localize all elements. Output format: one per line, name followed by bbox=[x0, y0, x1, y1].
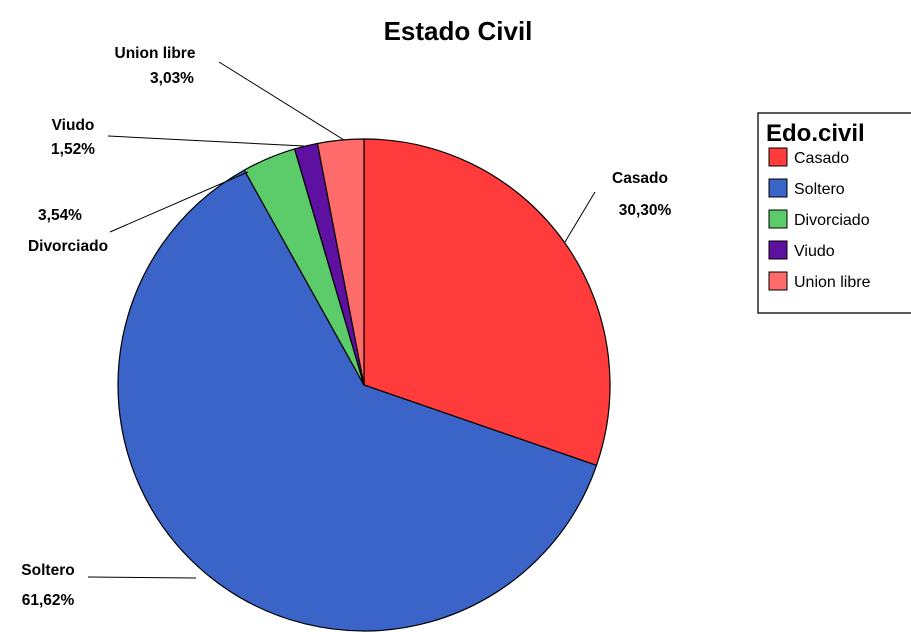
legend-swatch-divorciado bbox=[768, 209, 788, 229]
legend-swatch-union-libre bbox=[768, 271, 788, 291]
legend-label-casado: Casado bbox=[794, 150, 849, 167]
pie-slices bbox=[117, 138, 611, 632]
slice-percent-label-soltero: 61,62% bbox=[22, 592, 75, 609]
leader-line-casado bbox=[564, 191, 596, 243]
slice-percent-label-union-libre: 3,03% bbox=[150, 70, 194, 87]
leader-lines bbox=[87, 61, 596, 579]
slice-percent-label-casado: 30,30% bbox=[619, 202, 672, 219]
chart-title: Estado Civil bbox=[384, 16, 533, 46]
legend-swatch-viudo bbox=[768, 240, 788, 260]
slice-percent-label-viudo: 1,52% bbox=[51, 141, 95, 158]
slice-percent-label-divorciado: 3,54% bbox=[38, 207, 82, 224]
pie-slice-soltero bbox=[117, 169, 598, 632]
slice-name-label-casado: Casado bbox=[612, 170, 668, 187]
leader-line-soltero bbox=[87, 576, 197, 579]
slice-name-label-divorciado: Divorciado bbox=[28, 238, 108, 255]
leader-line-union-libre bbox=[218, 61, 345, 141]
legend-label-union-libre: Union libre bbox=[794, 274, 871, 291]
slice-name-label-viudo: Viudo bbox=[52, 117, 95, 134]
pie-slice-union-libre bbox=[316, 138, 365, 386]
legend: Edo.civil Casado Soltero Divorciado Viudo Un… bbox=[757, 112, 911, 314]
slice-name-label-soltero: Soltero bbox=[21, 562, 74, 579]
leader-line-viudo bbox=[107, 135, 305, 147]
legend-label-viudo: Viudo bbox=[794, 243, 835, 260]
legend-swatch-soltero bbox=[768, 178, 788, 198]
slice-name-label-union-libre: Union libre bbox=[115, 45, 196, 62]
legend-label-soltero: Soltero bbox=[794, 181, 845, 198]
legend-swatch-casado bbox=[768, 147, 788, 167]
legend-items: Casado Soltero Divorciado Viudo Union libre bbox=[768, 147, 871, 291]
slice-labels: Casado 30,30% Soltero 61,62% 3,54% Divorciado… bbox=[21, 45, 671, 609]
leader-line-divorciado bbox=[109, 171, 249, 233]
legend-label-divorciado: Divorciado bbox=[794, 212, 870, 229]
pie-slice-casado bbox=[363, 138, 611, 467]
legend-title: Edo.civil bbox=[766, 120, 865, 147]
